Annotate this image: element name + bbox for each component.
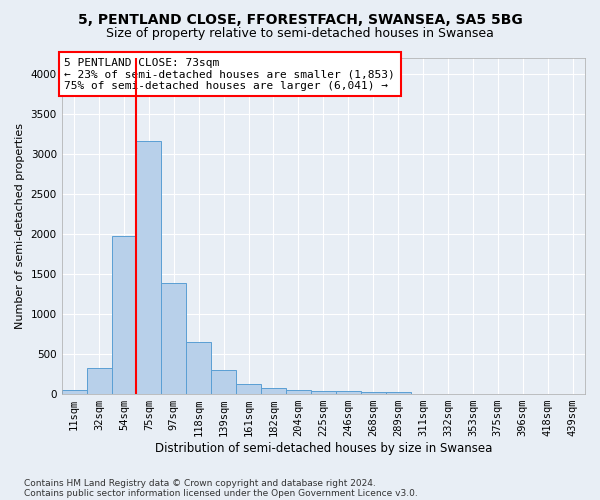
Bar xyxy=(112,236,136,394)
Bar xyxy=(186,342,211,394)
Bar xyxy=(136,141,161,394)
Bar xyxy=(336,392,361,394)
Bar xyxy=(62,390,86,394)
X-axis label: Distribution of semi-detached houses by size in Swansea: Distribution of semi-detached houses by … xyxy=(155,442,492,455)
Bar xyxy=(236,384,261,394)
Bar xyxy=(211,370,236,394)
Text: Contains HM Land Registry data © Crown copyright and database right 2024.
Contai: Contains HM Land Registry data © Crown c… xyxy=(24,479,418,498)
Bar xyxy=(161,282,186,394)
Text: Size of property relative to semi-detached houses in Swansea: Size of property relative to semi-detach… xyxy=(106,28,494,40)
Y-axis label: Number of semi-detached properties: Number of semi-detached properties xyxy=(15,123,25,329)
Bar xyxy=(311,391,336,394)
Text: 5 PENTLAND CLOSE: 73sqm
← 23% of semi-detached houses are smaller (1,853)
75% of: 5 PENTLAND CLOSE: 73sqm ← 23% of semi-de… xyxy=(64,58,395,90)
Bar xyxy=(261,388,286,394)
Bar xyxy=(86,368,112,394)
Bar xyxy=(286,390,311,394)
Text: 5, PENTLAND CLOSE, FFORESTFACH, SWANSEA, SA5 5BG: 5, PENTLAND CLOSE, FFORESTFACH, SWANSEA,… xyxy=(77,12,523,26)
Bar xyxy=(386,392,410,394)
Bar xyxy=(361,392,386,394)
